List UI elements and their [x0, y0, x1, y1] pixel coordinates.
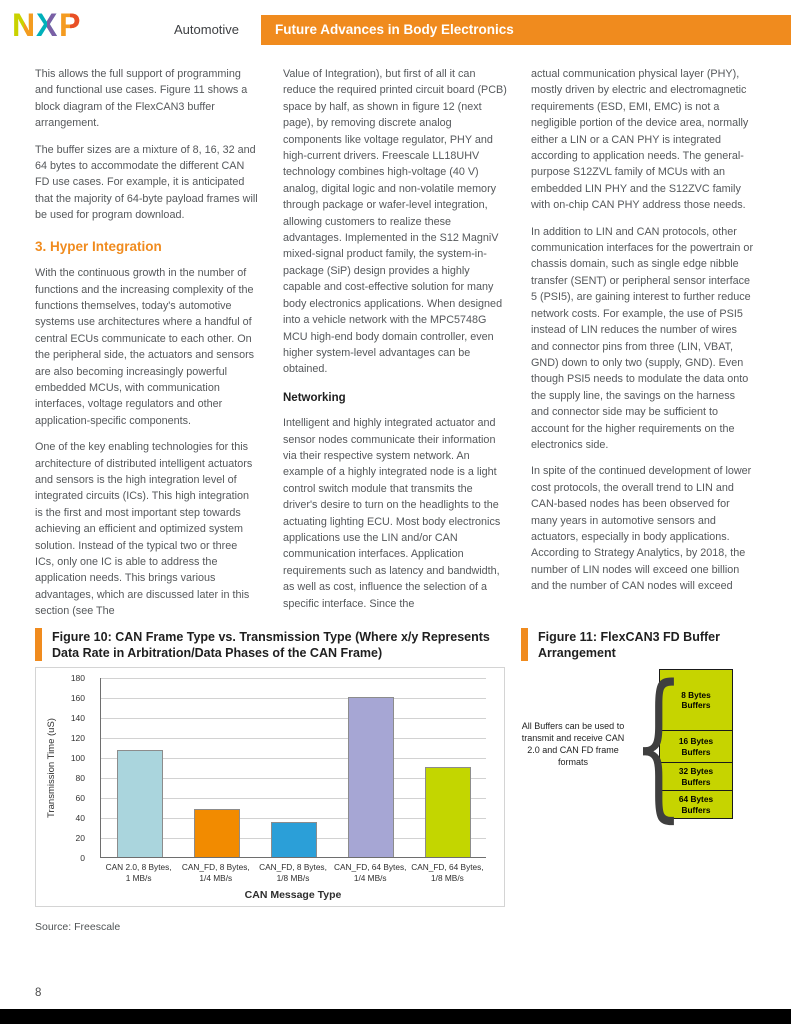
- y-axis-tick-label: 60: [75, 793, 85, 803]
- bar-slot: [255, 678, 332, 857]
- y-axis-tick-label: 160: [70, 693, 85, 703]
- chart-bar-2: [193, 809, 240, 857]
- paragraph: With the continuous growth in the number…: [35, 267, 255, 427]
- y-axis-tick-label: 80: [75, 773, 85, 783]
- body-columns: This allows the full support of programm…: [35, 66, 756, 630]
- paragraph: In addition to LIN and CAN protocols, ot…: [531, 225, 754, 451]
- buffer-stack: 8 Bytes Buffers 16 Bytes Buffers 32 Byte…: [659, 669, 733, 819]
- text-column-2: Value of Integration), but first of all …: [283, 66, 507, 630]
- chart-gridline: [101, 678, 486, 679]
- paragraph: One of the key enabling technologies for…: [35, 441, 253, 618]
- bar-slot: [332, 678, 409, 857]
- logo-letter-n-overlay: N: [12, 7, 35, 43]
- chart-gridline: [101, 818, 486, 819]
- figure-10: Figure 10: CAN Frame Type vs. Transmissi…: [35, 628, 505, 933]
- y-axis-tick-label: 120: [70, 733, 85, 743]
- buffer-arrangement-diagram: All Buffers can be used to transmit and …: [521, 664, 756, 824]
- x-axis-category-labels: CAN 2.0, 8 Bytes, 1 MB/s CAN_FD, 8 Bytes,…: [100, 862, 486, 884]
- figure-11-caption: Figure 11: FlexCAN3 FD Buffer Arrangemen…: [521, 628, 756, 661]
- y-axis-tick-label: 20: [75, 833, 85, 843]
- figure-10-caption-text: Figure 10: CAN Frame Type vs. Transmissi…: [52, 630, 490, 660]
- footer-bar: [0, 1009, 791, 1024]
- section-label: Automotive: [174, 22, 240, 37]
- y-axis-tick-label: 100: [70, 753, 85, 763]
- logo-letter-n: N: [12, 7, 35, 43]
- paragraph: This allows the full support of programm…: [35, 68, 248, 130]
- chart-category-label: CAN_FD, 64 Bytes, 1/8 MB/s: [411, 862, 484, 883]
- buffer-note-text: All Buffers can be used to transmit and …: [521, 720, 625, 768]
- paragraph: In spite of the continued development of…: [531, 465, 752, 593]
- chart-gridline: [101, 698, 486, 699]
- page-number: 8: [35, 987, 42, 999]
- buffer-box-64-bytes: 64 Bytes Buffers: [659, 791, 733, 819]
- chart-category-label: CAN_FD, 64 Bytes, 1/4 MB/s: [334, 862, 407, 883]
- y-axis-tick-label: 40: [75, 813, 85, 823]
- caption-accent-bar: [521, 628, 528, 661]
- subheading-networking: Networking: [283, 391, 346, 404]
- section-heading-hyper-integration: 3. Hyper Integration: [35, 238, 162, 254]
- x-axis-title: CAN Message Type: [244, 889, 342, 901]
- logo-letter-p-overlay: P: [59, 7, 80, 43]
- chart-gridline: [101, 778, 486, 779]
- chart-gridline: [101, 798, 486, 799]
- bar-slot: [101, 678, 178, 857]
- bar-slot: [409, 678, 486, 857]
- chart-bar-1: [116, 750, 163, 857]
- chart-category-label: CAN_FD, 8 Bytes, 1/4 MB/s: [181, 862, 250, 883]
- text-column-3: actual communication physical layer (PHY…: [531, 66, 755, 630]
- logo-letter-x: X: [36, 7, 58, 43]
- bar-series: [101, 678, 486, 857]
- curly-brace-icon: {: [633, 664, 684, 824]
- buffer-box-16-bytes: 16 Bytes Buffers: [659, 731, 733, 763]
- caption-accent-bar: [35, 628, 42, 661]
- figure-10-chart: Transmission Time (uS) 0 20 40 60 80 100 120 14…: [35, 667, 505, 907]
- y-axis-tick-label: 140: [70, 713, 85, 723]
- figure-11: Figure 11: FlexCAN3 FD Buffer Arrangemen…: [521, 628, 756, 933]
- nxp-logo: N N X X P P: [12, 7, 80, 43]
- y-axis-tick-label: 0: [80, 853, 85, 863]
- logo-letter-p: P: [59, 7, 80, 43]
- figure-11-caption-text: Figure 11: FlexCAN3 FD Buffer Arrangemen…: [538, 630, 720, 660]
- chart-gridline: [101, 718, 486, 719]
- paragraph: actual communication physical layer (PHY…: [531, 68, 749, 212]
- chart-gridline: [101, 758, 486, 759]
- banner-title: Future Advances in Body Electronics: [261, 15, 791, 45]
- chart-category-label: CAN_FD, 8 Bytes, 1/8 MB/s: [259, 862, 327, 883]
- chart-gridline: [101, 738, 486, 739]
- buffer-box-8-bytes: 8 Bytes Buffers: [659, 669, 733, 731]
- buffer-box-32-bytes: 32 Bytes Buffers: [659, 763, 733, 791]
- paragraph: The buffer sizes are a mixture of 8, 16,…: [35, 143, 258, 222]
- y-axis-tick-label: 180: [70, 673, 85, 683]
- plot-area: [100, 678, 486, 858]
- figure-10-caption: Figure 10: CAN Frame Type vs. Transmissi…: [35, 628, 505, 661]
- paragraph: Value of Integration), but first of all …: [283, 68, 507, 376]
- chart-bar-5: [424, 767, 471, 857]
- logo-letter-x-overlay: X: [36, 7, 58, 43]
- figures-section: Figure 10: CAN Frame Type vs. Transmissi…: [35, 628, 756, 933]
- text-column-1: This allows the full support of programm…: [35, 66, 259, 630]
- chart-category-label: CAN 2.0, 8 Bytes, 1 MB/s: [105, 862, 172, 883]
- source-note: Source: Freescale: [35, 921, 121, 933]
- chart-bar-3: [270, 822, 317, 857]
- bar-slot: [178, 678, 255, 857]
- paragraph: Intelligent and highly integrated actuat…: [283, 417, 501, 610]
- chart-bar-4: [347, 697, 394, 857]
- y-axis-tick-labels: 0 20 40 60 80 100 120 140 160 180: [36, 673, 92, 863]
